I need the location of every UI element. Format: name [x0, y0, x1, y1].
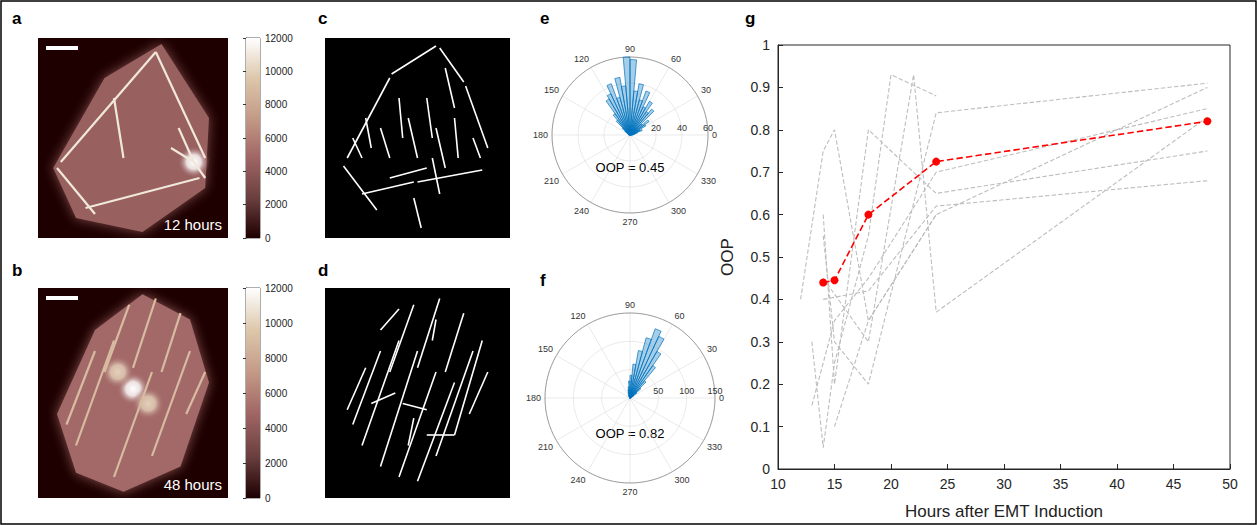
svg-text:d: d [318, 261, 328, 280]
svg-text:100: 100 [679, 386, 694, 396]
svg-text:60: 60 [675, 311, 685, 321]
svg-text:2000: 2000 [265, 458, 288, 469]
svg-text:10000: 10000 [265, 66, 293, 77]
svg-text:0: 0 [265, 233, 271, 244]
svg-text:15: 15 [827, 476, 843, 492]
svg-text:0: 0 [265, 493, 271, 504]
svg-text:150: 150 [544, 85, 559, 95]
svg-text:0.2: 0.2 [751, 376, 771, 392]
svg-text:12 hours: 12 hours [164, 216, 222, 233]
svg-text:OOP = 0.45: OOP = 0.45 [595, 160, 665, 176]
svg-text:45: 45 [1166, 476, 1182, 492]
svg-text:0: 0 [712, 130, 717, 140]
svg-text:20: 20 [883, 476, 899, 492]
svg-text:6000: 6000 [265, 133, 288, 144]
svg-text:0.5: 0.5 [751, 249, 771, 265]
svg-text:300: 300 [671, 206, 686, 216]
svg-text:210: 210 [538, 442, 553, 452]
svg-text:25: 25 [940, 476, 956, 492]
svg-text:0.1: 0.1 [751, 419, 771, 435]
svg-text:50: 50 [1222, 476, 1238, 492]
svg-text:240: 240 [570, 475, 585, 485]
svg-text:OOP = 0.82: OOP = 0.82 [595, 426, 665, 442]
svg-text:330: 330 [707, 442, 722, 452]
svg-text:60: 60 [703, 123, 713, 133]
svg-text:48 hours: 48 hours [164, 476, 222, 493]
svg-text:150: 150 [538, 344, 553, 354]
svg-text:60: 60 [671, 54, 681, 64]
svg-text:40: 40 [1109, 476, 1125, 492]
svg-text:a: a [12, 9, 22, 28]
svg-text:35: 35 [1053, 476, 1069, 492]
svg-text:330: 330 [701, 176, 716, 186]
svg-text:8000: 8000 [265, 99, 288, 110]
svg-text:300: 300 [675, 475, 690, 485]
svg-text:0: 0 [719, 393, 724, 403]
svg-text:Hours after EMT Induction: Hours after EMT Induction [905, 502, 1103, 521]
svg-text:120: 120 [570, 311, 585, 321]
svg-text:0.3: 0.3 [751, 334, 771, 350]
svg-text:270: 270 [622, 217, 637, 227]
svg-text:2000: 2000 [265, 199, 288, 210]
svg-text:g: g [745, 9, 755, 28]
svg-text:20: 20 [651, 123, 661, 133]
svg-text:50: 50 [653, 386, 663, 396]
svg-text:150: 150 [707, 386, 722, 396]
svg-text:30: 30 [996, 476, 1012, 492]
svg-text:0.8: 0.8 [751, 122, 771, 138]
svg-text:240: 240 [574, 206, 589, 216]
svg-text:90: 90 [625, 44, 635, 54]
svg-text:8000: 8000 [265, 353, 288, 364]
svg-text:4000: 4000 [265, 423, 288, 434]
svg-text:210: 210 [544, 176, 559, 186]
svg-text:1: 1 [762, 37, 770, 53]
svg-text:30: 30 [707, 344, 717, 354]
svg-text:e: e [540, 9, 549, 28]
svg-text:4000: 4000 [265, 166, 288, 177]
svg-text:b: b [12, 261, 22, 280]
svg-text:30: 30 [701, 85, 711, 95]
svg-text:180: 180 [526, 393, 541, 403]
svg-text:90: 90 [625, 300, 635, 310]
svg-text:0.7: 0.7 [751, 164, 771, 180]
svg-text:OOP: OOP [718, 238, 737, 276]
svg-text:270: 270 [622, 487, 637, 497]
svg-text:180: 180 [533, 130, 548, 140]
svg-text:12000: 12000 [265, 33, 293, 44]
svg-text:12000: 12000 [265, 283, 293, 294]
svg-text:0.9: 0.9 [751, 79, 771, 95]
svg-text:0.4: 0.4 [751, 291, 771, 307]
svg-text:f: f [540, 271, 546, 290]
svg-text:120: 120 [574, 54, 589, 64]
svg-text:10000: 10000 [265, 318, 293, 329]
svg-text:c: c [318, 9, 327, 28]
svg-text:6000: 6000 [265, 388, 288, 399]
svg-text:10: 10 [770, 476, 786, 492]
svg-text:40: 40 [677, 123, 687, 133]
svg-text:0: 0 [762, 461, 770, 477]
svg-text:0.6: 0.6 [751, 207, 771, 223]
